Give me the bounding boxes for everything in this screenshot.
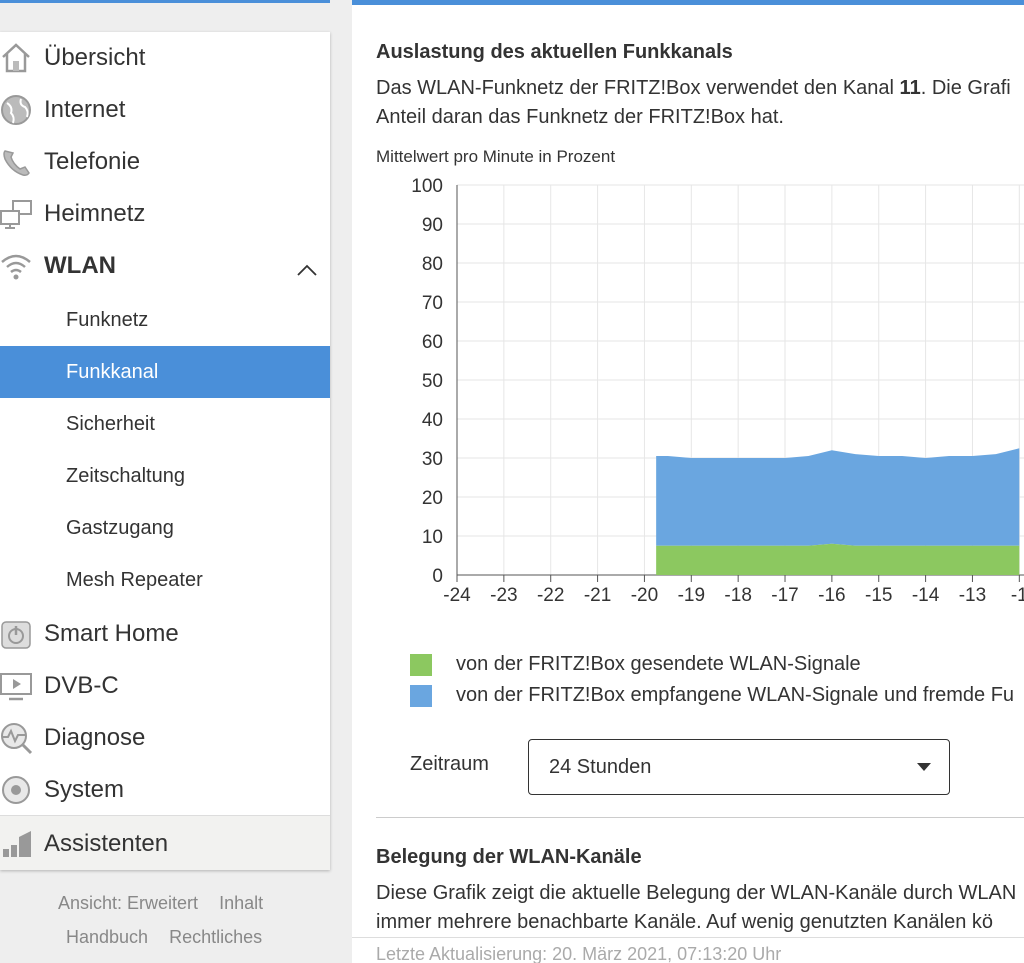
sidebar-sub-zeitschaltung[interactable]: Zeitschaltung [66, 464, 185, 487]
y-tick-label: 100 [411, 176, 443, 197]
last-update-bar: Letzte Aktualisierung: 20. März 2021, 07… [352, 937, 1024, 963]
tv-icon [0, 666, 36, 706]
sidebar-item-diagnose[interactable]: Diagnose [0, 712, 330, 764]
last-update-text: Letzte Aktualisierung: 20. März 2021, 07… [376, 944, 782, 963]
legend-label-sent: von der FRITZ!Box gesendete WLAN-Signale [456, 653, 861, 675]
home-icon [0, 38, 36, 78]
footer-links-row1: Ansicht: Erweitert Inhalt [58, 893, 279, 914]
zeitraum-label: Zeitraum [410, 753, 489, 775]
footer-manual-link[interactable]: Handbuch [66, 927, 149, 947]
area-sent-signals [656, 543, 1020, 575]
sidebar-item-label: Diagnose [44, 724, 146, 751]
section1-title: Auslastung des aktuellen Funkkanals [376, 41, 733, 63]
legend-swatch-sent [410, 653, 432, 676]
sidebar-sub-sicherheit[interactable]: Sicherheit [66, 412, 155, 435]
diagnose-icon [0, 718, 36, 758]
section1-text-a: Das WLAN-Funknetz der FRITZ!Box verwende… [376, 77, 900, 99]
dropdown-arrow-icon [917, 763, 931, 771]
y-tick-label: 10 [422, 527, 443, 548]
sidebar-item-heimnetz[interactable]: Heimnetz [0, 188, 330, 240]
x-tick-label: -19 [678, 585, 705, 606]
legend-item-received: von der FRITZ!Box empfangene WLAN-Signal… [410, 684, 1014, 707]
wifi-icon [0, 246, 36, 286]
x-tick-label: -21 [584, 585, 611, 606]
y-tick-label: 0 [432, 566, 443, 587]
sidebar-sub-funkkanal[interactable]: Funkkanal [0, 346, 330, 398]
sidebar-item-label: Internet [44, 96, 126, 123]
section2-text-line1: Diese Grafik zeigt die aktuelle Belegung… [376, 882, 1017, 904]
y-tick-label: 40 [422, 410, 443, 431]
y-tick-label: 70 [422, 293, 443, 314]
x-tick-label: -23 [490, 585, 517, 606]
footer-legal-link[interactable]: Rechtliches [169, 927, 263, 947]
y-tick-label: 30 [422, 449, 443, 470]
section2-title: Belegung der WLAN-Kanäle [376, 846, 642, 868]
top-accent-left [0, 0, 330, 3]
section1-text-line1: Das WLAN-Funknetz der FRITZ!Box verwende… [376, 73, 1011, 103]
assistant-panel: Assistenten [0, 815, 330, 870]
sidebar-sub-mesh-repeater[interactable]: Mesh Repeater [66, 568, 203, 591]
network-icon [0, 194, 36, 234]
phone-icon [0, 142, 36, 182]
x-tick-label: -1 [1011, 585, 1024, 606]
x-tick-label: -24 [443, 585, 471, 606]
footer-content-link[interactable]: Inhalt [219, 893, 264, 913]
chevron-up-icon[interactable] [296, 256, 318, 284]
top-accent-bar [352, 0, 1024, 5]
sidebar-item-uebersicht[interactable]: Übersicht [0, 32, 330, 84]
sidebar-sub-gastzugang[interactable]: Gastzugang [66, 516, 174, 539]
zeitraum-select[interactable]: 24 Stunden [528, 739, 950, 795]
footer-view-link[interactable]: Ansicht: Erweitert [58, 893, 199, 913]
sidebar-item-label: WLAN [44, 252, 116, 279]
x-tick-label: -18 [724, 585, 751, 606]
sidebar-item-internet[interactable]: Internet [0, 84, 330, 136]
x-tick-label: -22 [537, 585, 564, 606]
sidebar-item-label: Smart Home [44, 620, 179, 647]
sidebar-item-label: Übersicht [44, 44, 146, 71]
x-tick-label: -13 [959, 585, 986, 606]
sidebar-item-assistenten[interactable]: Assistenten [0, 818, 330, 870]
sidebar-item-telefonie[interactable]: Telefonie [0, 136, 330, 188]
sidebar-item-label: Telefonie [44, 148, 141, 175]
sidebar: Übersicht Internet Telefonie Heimnetz WL… [0, 32, 330, 870]
main-content: Auslastung des aktuellen Funkkanals Das … [352, 5, 1024, 963]
channel-number: 11 [899, 77, 921, 99]
section2-text-line2: immer mehrere benachbarte Kanäle. Auf we… [376, 911, 994, 933]
system-icon [0, 770, 36, 810]
area-received-signals [656, 448, 1020, 546]
y-tick-label: 60 [422, 332, 443, 353]
sidebar-item-label: DVB-C [44, 672, 119, 699]
sidebar-item-label: Assistenten [44, 830, 169, 857]
sidebar-item-wlan[interactable]: WLAN [0, 240, 330, 292]
power-icon [0, 614, 36, 654]
x-tick-label: -17 [771, 585, 798, 606]
sidebar-item-label: System [44, 776, 125, 803]
zeitraum-value: 24 Stunden [549, 755, 652, 778]
y-tick-label: 50 [422, 371, 443, 392]
x-tick-label: -14 [912, 585, 940, 606]
section1-text-line2: Anteil daran das Funknetz der FRITZ!Box … [376, 106, 784, 128]
legend-item-sent: von der FRITZ!Box gesendete WLAN-Signale [410, 653, 861, 676]
sidebar-sub-funknetz[interactable]: Funknetz [66, 308, 149, 331]
sidebar-item-label: Heimnetz [44, 200, 146, 227]
sidebar-item-system[interactable]: System [0, 764, 330, 816]
assistant-icon [0, 824, 36, 864]
footer-links-row2: Handbuch Rechtliches [66, 927, 278, 948]
chart-title: Mittelwert pro Minute in Prozent [376, 147, 616, 166]
channel-load-chart: 0 10 20 30 40 50 60 70 80 90 100 -24 -23 -22 -21 -20 -19… [411, 176, 1024, 606]
legend-label-received: von der FRITZ!Box empfangene WLAN-Signal… [456, 684, 1015, 706]
legend-swatch-received [410, 684, 432, 707]
x-tick-label: -20 [631, 585, 658, 606]
y-tick-label: 80 [422, 254, 443, 275]
section-divider [376, 817, 1024, 818]
sidebar-item-dvb-c[interactable]: DVB-C [0, 660, 330, 712]
section1-text-b: . Die Grafi [920, 77, 1011, 99]
sidebar-item-smart-home[interactable]: Smart Home [0, 608, 330, 660]
y-tick-label: 90 [422, 215, 443, 236]
globe-icon [0, 90, 36, 130]
x-tick-label: -16 [818, 585, 845, 606]
x-tick-label: -15 [865, 585, 892, 606]
y-tick-label: 20 [422, 488, 443, 509]
